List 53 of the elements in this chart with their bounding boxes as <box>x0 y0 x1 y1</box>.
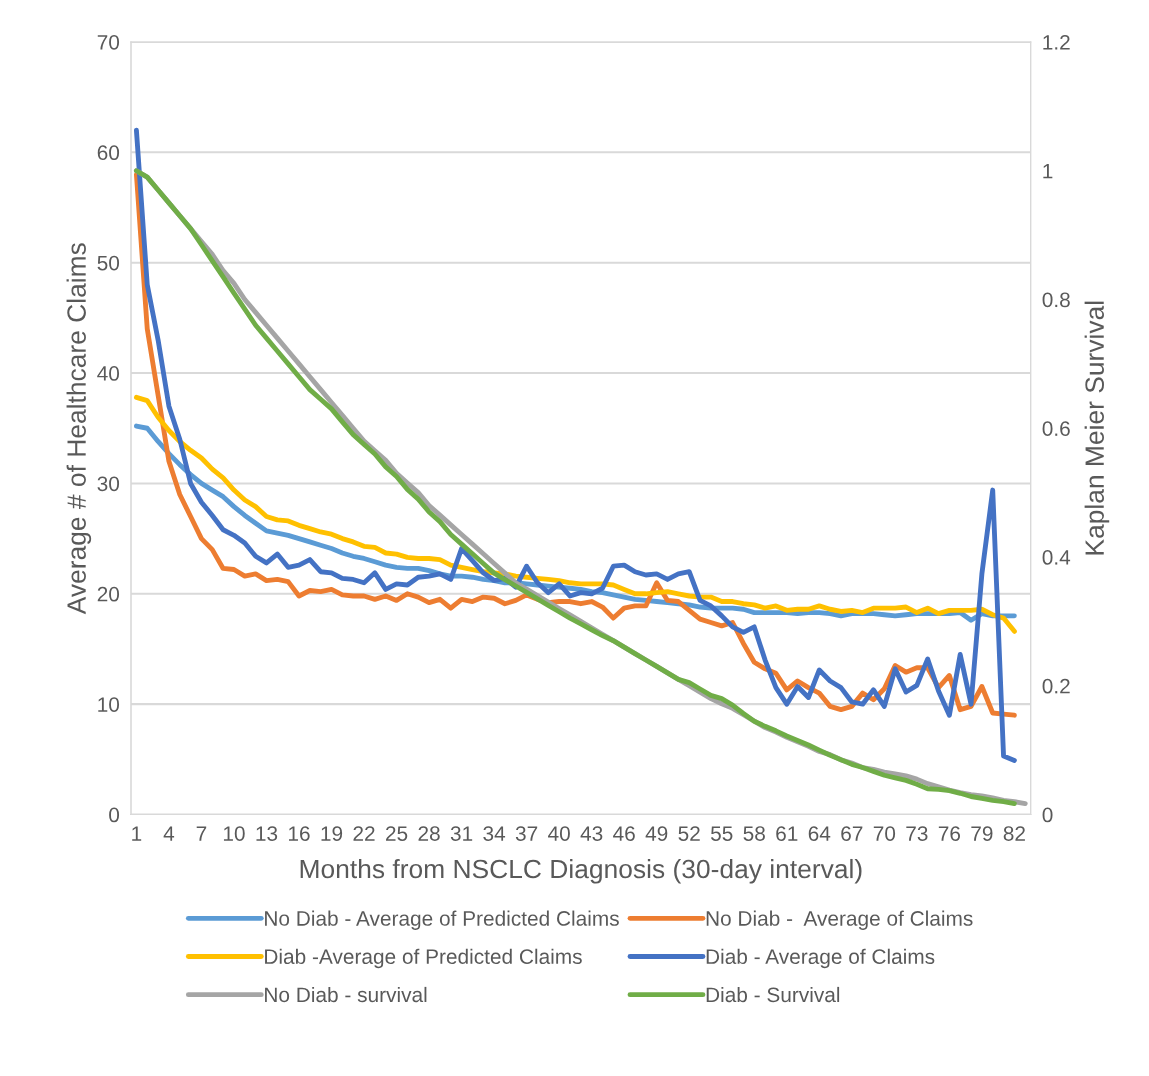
y-tick-label: 70 <box>97 34 120 50</box>
y-tick-label: 0 <box>109 807 120 823</box>
legend-label: No Diab - Average of Claims <box>706 910 973 930</box>
y-tick-label: 10 <box>98 697 120 712</box>
legend-label: No Diab - Average of Predicted Claims <box>265 910 619 930</box>
x-tick-label: 61 <box>776 826 798 841</box>
legend-label: Diab - Survival <box>706 986 840 1003</box>
legend-label: No Diab - survival <box>265 986 427 1003</box>
x-tick-label: 58 <box>743 826 765 841</box>
x-tick-label: 25 <box>386 826 408 841</box>
y2-tick-label: 1 <box>1043 163 1053 179</box>
y2-tick-label: 0.2 <box>1042 678 1070 694</box>
legend-label: Diab - Average of Claims <box>706 948 935 969</box>
line-series <box>133 394 1017 634</box>
x-tick-label: 49 <box>645 826 668 841</box>
x-tick-label: 19 <box>321 826 343 841</box>
y-tick-label: 60 <box>97 145 120 161</box>
x-tick-label: 67 <box>841 826 863 841</box>
x-tick-label: 79 <box>971 826 993 841</box>
y2-tick-label: 1.2 <box>1043 34 1070 50</box>
x-tick-label: 16 <box>289 826 310 841</box>
x-tick-label: 1 <box>132 826 142 841</box>
x-tick-label: 76 <box>938 826 961 841</box>
x-tick-label: 10 <box>223 826 245 841</box>
x-tick-label: 52 <box>678 826 700 841</box>
legend-label: Diab -Average of Predicted Claims <box>265 948 582 969</box>
x-tick-label: 34 <box>483 826 506 841</box>
x-tick-label: 31 <box>450 826 473 841</box>
y-tick-label: 30 <box>97 476 120 492</box>
y2-tick-label: 0 <box>1042 807 1053 823</box>
x-axis-title: Months from NSCLC Diagnosis (30-day interval) <box>300 858 862 884</box>
x-tick-label: 22 <box>353 826 375 841</box>
y-tick-label: 40 <box>97 366 120 381</box>
y2-tick-label: 0.8 <box>1042 292 1070 308</box>
x-tick-label: 70 <box>873 826 896 841</box>
x-tick-label: 55 <box>710 826 733 841</box>
y-axis-title: Average # of Healthcare Claims <box>66 243 92 615</box>
x-tick-label: 7 <box>196 826 207 841</box>
x-tick-label: 73 <box>906 826 928 841</box>
x-tick-label: 82 <box>1003 826 1025 841</box>
y-tick-label: 20 <box>97 586 120 602</box>
x-tick-label: 46 <box>613 826 635 841</box>
x-tick-label: 40 <box>548 826 570 841</box>
x-tick-label: 43 <box>580 826 603 841</box>
x-tick-label: 4 <box>163 826 175 841</box>
y-tick-label: 50 <box>97 255 120 271</box>
x-tick-label: 13 <box>256 826 278 841</box>
y2-axis-title: Kaplan Meier Survival <box>1084 301 1110 555</box>
x-tick-label: 64 <box>808 826 831 841</box>
x-tick-label: 28 <box>418 826 440 841</box>
y2-tick-label: 0.6 <box>1042 421 1070 436</box>
y2-tick-label: 0.4 <box>1042 550 1071 565</box>
x-tick-label: 37 <box>515 826 538 841</box>
